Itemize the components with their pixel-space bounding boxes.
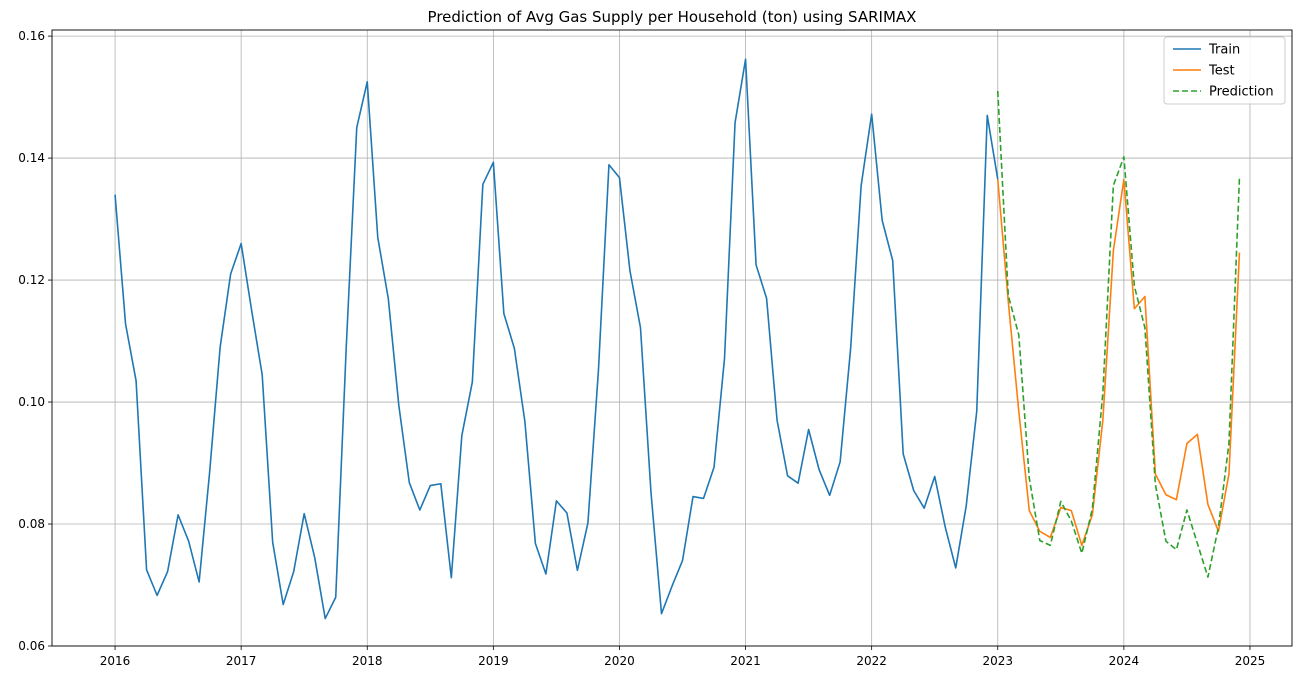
y-tick-label: 0.06 (18, 639, 45, 653)
x-tick-label: 2016 (100, 654, 131, 668)
x-tick-label: 2021 (730, 654, 761, 668)
legend: Train Test Prediction (1163, 36, 1286, 105)
x-tick-label: 2023 (982, 654, 1013, 668)
grid-lines (52, 30, 1292, 647)
legend-label-prediction: Prediction (1209, 85, 1274, 100)
legend-box (1163, 36, 1286, 105)
x-tick-label: 2019 (478, 654, 509, 668)
y-tick-label: 0.14 (18, 151, 45, 165)
x-tick-label: 2025 (1235, 654, 1266, 668)
y-tick-label: 0.10 (18, 395, 45, 409)
legend-label-test: Test (1208, 64, 1235, 79)
plot-area-frame (51, 29, 1293, 647)
series-line-prediction (996, 90, 1241, 578)
x-tick-label: 2017 (226, 654, 257, 668)
axis-ticks: 2016 2017 2018 2019 2020 2021 2022 2023 2024 2025… (18, 29, 1265, 668)
y-tick-label: 0.16 (18, 29, 45, 43)
x-tick-label: 2018 (352, 654, 383, 668)
x-tick-label: 2022 (856, 654, 887, 668)
x-tick-label: 2024 (1109, 654, 1140, 668)
series-lines (114, 58, 1241, 620)
series-line-train (114, 58, 999, 620)
legend-label-train: Train (1208, 43, 1240, 58)
y-tick-label: 0.12 (18, 273, 45, 287)
y-tick-label: 0.08 (18, 517, 45, 531)
chart-title: Prediction of Avg Gas Supply per Househo… (428, 8, 917, 26)
x-tick-label: 2020 (604, 654, 635, 668)
series-line-test (996, 178, 1241, 547)
